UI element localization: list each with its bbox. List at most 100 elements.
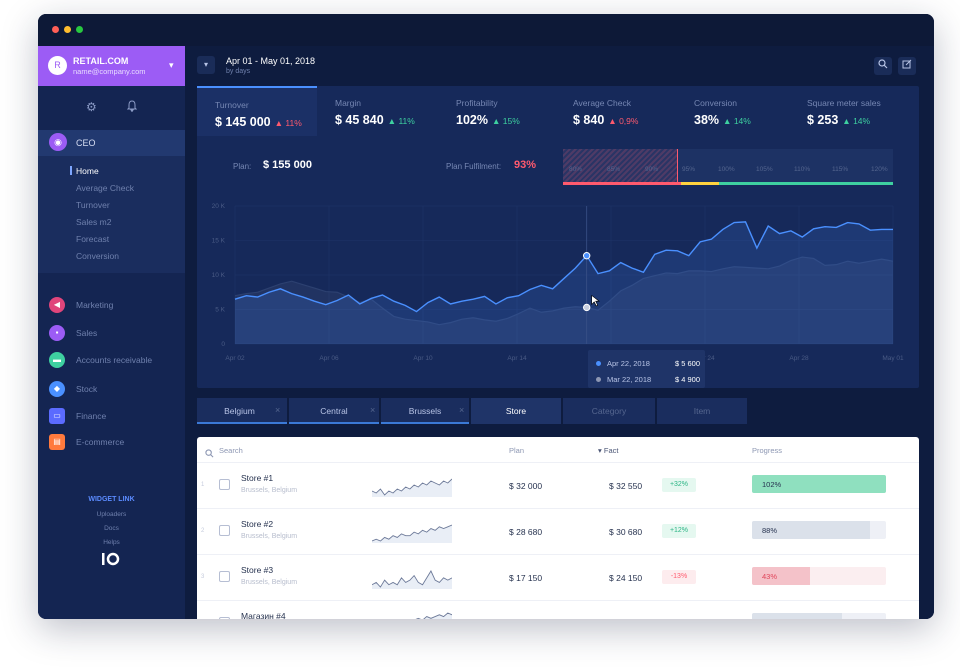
progress-label: 43% — [762, 572, 778, 581]
sidebar-item-accounts-receivable[interactable]: ▬ Accounts receivable — [38, 350, 185, 370]
sidebar-item-home[interactable]: Home — [76, 166, 99, 176]
kpi-value: 102% — [456, 113, 488, 127]
kpi-delta: ▲ 11% — [387, 116, 415, 126]
widget-link[interactable]: WIDGET LINK — [88, 496, 135, 503]
nav-label: Stock — [76, 384, 98, 394]
sidebar-item-average-check[interactable]: Average Check — [76, 183, 134, 193]
crumb-central[interactable]: Central × — [289, 398, 379, 424]
progress-label: 102% — [762, 480, 782, 489]
app-window: R RETAIL.COM name@company.com ▾ ⚙ ◉ CEO … — [38, 14, 934, 619]
sidebar-item-conversion[interactable]: Conversion — [76, 251, 119, 261]
plan-value: $ 155 000 — [263, 159, 312, 171]
scale-bar-red — [563, 182, 681, 185]
crumb-store[interactable]: Store — [471, 398, 561, 424]
sidebar-item-finance[interactable]: ▭ Finance — [38, 406, 185, 426]
ceo-section: ◉ CEO Home Average Check Turnover Sales … — [38, 130, 185, 273]
scale-label: 105% — [756, 166, 773, 173]
sparkline-line — [372, 524, 452, 542]
crumb-belgium[interactable]: Belgium × — [197, 398, 287, 424]
kpi-square-meter-sales[interactable]: Square meter sales $ 253 ▲ 14% — [789, 86, 909, 136]
sidebar-item-forecast[interactable]: Forecast — [76, 234, 110, 244]
kpi-value: $ 145 000 — [215, 115, 271, 129]
crumb-brussels[interactable]: Brussels × — [381, 398, 469, 424]
account-email: name@company.com — [73, 67, 146, 76]
table-row[interactable]: 1 Store #1 Brussels, Belgium $ 32 000 $ … — [197, 462, 919, 508]
column-progress[interactable]: Progress — [752, 446, 783, 455]
row-checkbox[interactable] — [219, 571, 230, 582]
table-row[interactable]: 2 Store #2 Brussels, Belgium $ 28 680 $ … — [197, 508, 919, 554]
scale-label: 115% — [832, 166, 849, 173]
sparkline — [372, 478, 452, 497]
x-tick-label: Apr 02 — [225, 355, 245, 362]
table-row[interactable]: Магазин #4 — [197, 600, 919, 619]
gear-icon[interactable]: ⚙ — [86, 100, 97, 114]
crumb-item[interactable]: Item — [657, 398, 747, 424]
search-button[interactable] — [874, 57, 892, 75]
account-switcher[interactable]: R RETAIL.COM name@company.com ▾ — [38, 46, 185, 86]
kpi-average-check[interactable]: Average Check $ 840 ▲ 0,9% — [555, 86, 675, 136]
column-plan[interactable]: Plan — [509, 446, 525, 455]
ceo-header[interactable]: ◉ CEO — [38, 130, 185, 156]
nav-label: Marketing — [76, 300, 114, 310]
column-fact-sort[interactable]: ▾ Fact — [598, 446, 618, 455]
close-icon[interactable]: × — [275, 405, 281, 415]
dashboard-panel: Turnover $ 145 000 ▲ 11% Margin $ 45 840 ▲… — [197, 86, 919, 388]
active-indicator — [70, 166, 72, 175]
docs-link[interactable]: Docs — [104, 525, 119, 532]
drilldown-breadcrumb: Belgium × Central × Brussels × Store Cat… — [197, 398, 757, 424]
series-line — [234, 256, 894, 326]
crumb-category[interactable]: Category — [563, 398, 655, 424]
close-icon[interactable]: × — [459, 405, 465, 415]
progress-label: 88% — [762, 526, 778, 535]
hover-point-previous — [582, 303, 591, 312]
sidebar-item-stock[interactable]: ◆ Stock — [38, 379, 185, 399]
kpi-label: Average Check — [573, 98, 631, 108]
sidebar: R RETAIL.COM name@company.com ▾ ⚙ ◉ CEO … — [38, 46, 185, 619]
helps-link[interactable]: Helps — [103, 539, 120, 546]
kpi-value: $ 840 — [573, 113, 605, 127]
plan-value: $ 17 150 — [509, 573, 543, 583]
sidebar-item-ecommerce[interactable]: ▤ E-commerce — [38, 432, 185, 452]
row-checkbox[interactable] — [219, 479, 230, 490]
maximize-window-button[interactable] — [76, 26, 83, 33]
progress-fill — [752, 475, 886, 493]
sidebar-item-sales[interactable]: ▪ Sales — [38, 323, 185, 343]
plan-label: Plan: — [233, 162, 252, 171]
cart-icon: ▪ — [49, 325, 65, 341]
row-checkbox[interactable] — [219, 617, 230, 619]
kpi-conversion[interactable]: Conversion 38% ▲ 14% — [676, 86, 796, 136]
table-row[interactable]: 3 Store #3 Brussels, Belgium $ 17 150 $ … — [197, 554, 919, 600]
sidebar-item-turnover[interactable]: Turnover — [76, 200, 110, 210]
delta-badge: -13% — [662, 570, 696, 584]
bell-icon[interactable] — [126, 100, 138, 115]
kpi-label: Square meter sales — [807, 98, 881, 108]
sparkline-line — [372, 570, 452, 588]
main-content: ▾ Apr 01 - May 01, 2018 by days Turnover… — [185, 46, 934, 619]
caret-down-icon[interactable]: ▾ — [169, 60, 174, 70]
progress-bar: 102% — [752, 475, 886, 493]
series-line — [234, 221, 893, 313]
progress-bar — [752, 613, 886, 619]
close-icon[interactable]: × — [370, 405, 376, 415]
kpi-value: $ 45 840 — [335, 113, 384, 127]
kpi-profitability[interactable]: Profitability 102% ▲ 15% — [438, 86, 558, 136]
date-range[interactable]: Apr 01 - May 01, 2018 — [226, 56, 316, 66]
export-button[interactable] — [898, 57, 916, 75]
sidebar-item-marketing[interactable]: ◀ Marketing — [38, 295, 185, 315]
date-picker-toggle[interactable]: ▾ — [197, 56, 215, 74]
uploaders-link[interactable]: Uploaders — [96, 511, 127, 518]
kpi-margin[interactable]: Margin $ 45 840 ▲ 11% — [317, 86, 437, 136]
sidebar-item-sales-m2[interactable]: Sales m2 — [76, 217, 112, 227]
plan-fulfilment-label: Plan Fulfilment: — [446, 162, 502, 171]
table-search-input[interactable]: Search — [219, 446, 243, 455]
logo — [101, 552, 121, 569]
ceo-icon: ◉ — [49, 133, 67, 151]
kpi-turnover[interactable]: Turnover $ 145 000 ▲ 11% — [197, 86, 317, 136]
row-number: 1 — [201, 482, 205, 488]
close-window-button[interactable] — [52, 26, 59, 33]
kpi-delta: ▲ 11% — [274, 118, 302, 128]
stores-table: Search Plan ▾ Fact Progress 1 Store #1 B… — [197, 437, 919, 619]
row-checkbox[interactable] — [219, 525, 230, 536]
search-icon — [205, 445, 214, 463]
minimize-window-button[interactable] — [64, 26, 71, 33]
